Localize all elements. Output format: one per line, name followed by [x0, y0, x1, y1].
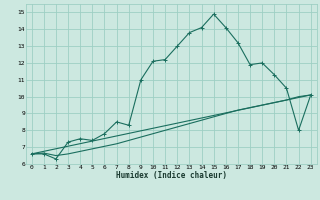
X-axis label: Humidex (Indice chaleur): Humidex (Indice chaleur): [116, 171, 227, 180]
